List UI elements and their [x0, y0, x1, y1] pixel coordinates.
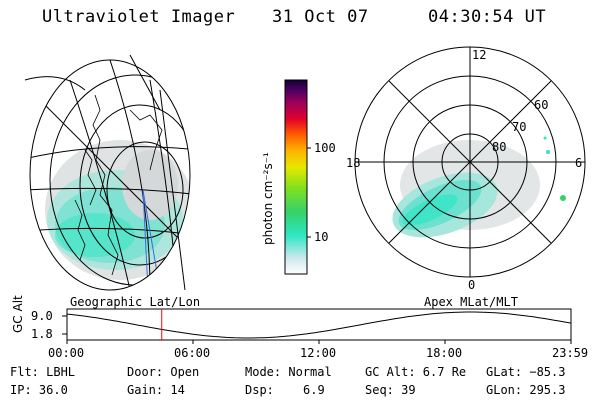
mlat-label-60: 60 — [534, 98, 549, 112]
alt-tick-low: 1.8 — [31, 327, 53, 341]
date-label: 31 Oct 07 — [272, 7, 369, 27]
info-mode: Mode: Normal — [245, 365, 332, 379]
time-tick-3: 18:00 — [426, 346, 463, 360]
left-map-content — [30, 60, 190, 290]
info-glon: GLon: 295.3 — [486, 383, 566, 397]
mlt-label-12: 12 — [472, 48, 487, 62]
time-label: 04:30:54 UT — [428, 7, 547, 27]
time-tick-1: 06:00 — [174, 346, 211, 360]
info-dsp-value: 6.9 — [303, 383, 325, 397]
mlat-label-70: 70 — [512, 120, 527, 134]
info-seq: Seq: 39 — [365, 383, 416, 397]
info-filter: Flt: LBHL — [10, 365, 76, 379]
map-limb — [29, 59, 191, 291]
time-tick-0: 00:00 — [48, 346, 85, 360]
mlt-label-6: 6 — [575, 156, 583, 170]
alt-tick-high: 9.0 — [31, 309, 53, 323]
info-ip: IP: 36.0 — [10, 383, 68, 397]
colorbar-scale — [284, 79, 308, 275]
info-glat: GLat: −85.3 — [486, 365, 566, 379]
right-panel-label: Apex MLat/MLT — [424, 295, 518, 309]
time-tick-2: 12:00 — [300, 346, 337, 360]
alt-strip-frame — [66, 308, 572, 341]
colorbar-tick-10: 10 — [314, 230, 329, 244]
gc-altitude-curve — [66, 311, 572, 339]
colorbar-tick-100: 100 — [314, 141, 336, 155]
alt-axis-label: GC Alt — [11, 295, 25, 333]
info-gc-alt: GC Alt: 6.7 Re — [365, 365, 467, 379]
mlt-label-0: 0 — [468, 278, 476, 292]
info-dsp-label: Dsp: — [245, 383, 274, 397]
mlat-label-80: 80 — [492, 140, 507, 154]
info-gain: Gain: 14 — [127, 383, 185, 397]
mlt-label-18: 18 — [346, 156, 361, 170]
instrument-title: Ultraviolet Imager — [42, 7, 236, 27]
left-panel-label: Geographic Lat/Lon — [70, 295, 201, 309]
time-tick-4: 23:59 — [552, 346, 589, 360]
info-door: Door: Open — [127, 365, 200, 379]
